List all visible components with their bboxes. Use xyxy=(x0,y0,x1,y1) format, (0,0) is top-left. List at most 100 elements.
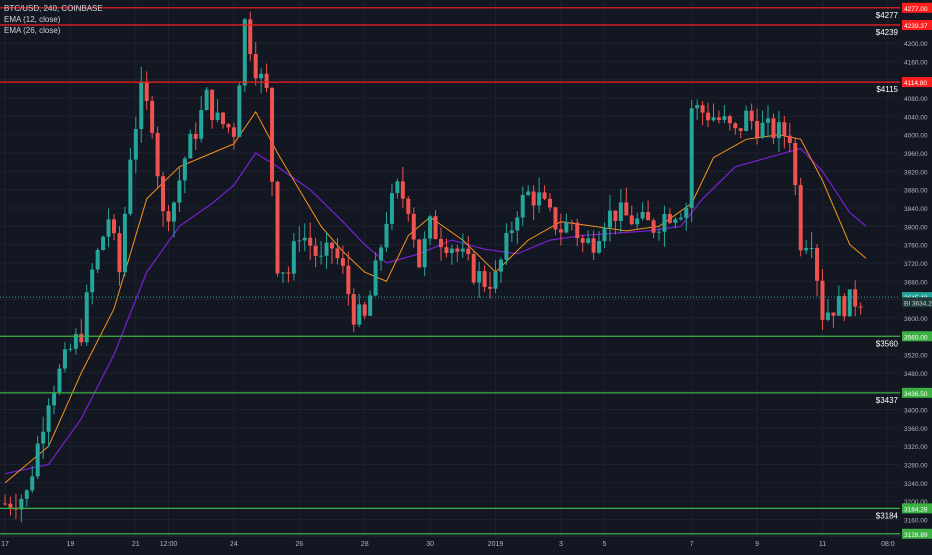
candle-body xyxy=(466,248,471,255)
candle-body xyxy=(477,271,482,283)
candle-body xyxy=(210,89,215,121)
y-tick-label: 3360.00 xyxy=(904,426,928,433)
candle-body xyxy=(744,110,749,131)
candle-body xyxy=(155,132,160,177)
candle-body xyxy=(537,192,542,206)
candle-body xyxy=(161,176,166,212)
grid-lines xyxy=(0,0,900,536)
candle-body xyxy=(193,133,198,139)
candle-body xyxy=(286,272,291,274)
candle-body xyxy=(297,240,302,242)
candle-body xyxy=(280,272,285,274)
candle-body xyxy=(673,219,678,223)
y-tick-label: 3800.00 xyxy=(904,224,928,231)
candle-body xyxy=(171,202,176,222)
x-tick-label: 5 xyxy=(603,541,607,548)
price-axis[interactable]: 3160.00 3200.00 3240.00 3280.00 3320.00 3360.… xyxy=(900,0,932,550)
second-price-tag xyxy=(902,297,932,308)
support-level-side-label: $3184 xyxy=(876,511,899,520)
candle-body xyxy=(488,286,493,289)
price-axis-bg xyxy=(900,0,932,550)
second-price-label: BI 3634.22 xyxy=(904,300,932,307)
candle-body xyxy=(836,296,841,316)
candle-body xyxy=(548,198,552,208)
candle-body xyxy=(242,19,247,86)
candle-body xyxy=(776,122,781,139)
candle-body xyxy=(449,248,454,254)
x-tick-label: 3 xyxy=(559,541,563,548)
candle-body xyxy=(586,238,591,243)
candle-body xyxy=(651,220,656,233)
price-levels: 4277.00 $4277 4239.37 $4239 4114.80 $4115 3560… xyxy=(0,2,932,539)
resistance-level-side-label: $4115 xyxy=(876,85,898,94)
candle-body xyxy=(787,135,792,144)
y-tick-label: 3280.00 xyxy=(904,463,928,470)
candle-body xyxy=(330,242,334,249)
y-tick-label: 3400.00 xyxy=(904,408,928,415)
ema-fast-legend[interactable]: EMA (12, close) xyxy=(4,15,61,24)
candle-body xyxy=(57,368,62,393)
candles xyxy=(3,11,863,523)
candle-body xyxy=(678,217,683,220)
candle-body xyxy=(597,241,602,253)
candle-body xyxy=(221,112,225,125)
candle-body xyxy=(815,247,820,281)
resistance-level-tag-label: 4114.80 xyxy=(904,80,927,87)
y-tick-label: 3520.00 xyxy=(904,353,928,360)
support-level-side-label: $3560 xyxy=(876,339,899,348)
support-level-tag-label: 3560.00 xyxy=(904,334,928,341)
candle-body xyxy=(667,214,672,223)
resistance-level-tag-label: 4277.00 xyxy=(904,6,928,13)
candle-body xyxy=(24,490,29,499)
x-tick-label: 7 xyxy=(690,541,694,548)
y-tick-label: 3240.00 xyxy=(904,481,928,488)
candle-body xyxy=(847,289,852,317)
candle-body xyxy=(84,292,89,343)
candle-body xyxy=(166,211,171,222)
candle-body xyxy=(825,312,830,320)
candle-body xyxy=(804,248,809,251)
x-tick-label: 12:00 xyxy=(160,541,178,548)
candle-body xyxy=(237,85,242,137)
candle-body xyxy=(613,210,618,221)
candle-body xyxy=(417,239,422,268)
x-tick-label: 21 xyxy=(132,541,140,548)
candle-body xyxy=(526,191,531,195)
x-tick-label: 17 xyxy=(1,541,9,548)
candle-body xyxy=(90,269,95,293)
candle-body xyxy=(400,181,405,199)
candle-body xyxy=(379,247,384,261)
candle-body xyxy=(35,443,40,477)
support-level-tag xyxy=(902,528,932,539)
candle-body xyxy=(144,81,149,101)
y-tick-label: 3760.00 xyxy=(904,243,928,250)
candle-body xyxy=(635,218,640,225)
support-level-tag-label: 3184.28 xyxy=(904,506,928,513)
candle-body xyxy=(733,123,738,129)
candle-body xyxy=(150,100,155,133)
y-tick-label: 3160.00 xyxy=(904,518,928,525)
candle-body xyxy=(226,124,231,128)
candle-body xyxy=(727,116,732,124)
candle-body xyxy=(444,247,449,254)
candle-body xyxy=(308,237,313,246)
y-tick-label: 3840.00 xyxy=(904,206,928,213)
candle-body xyxy=(684,207,689,218)
candle-body xyxy=(253,54,258,79)
candle-body xyxy=(302,237,307,241)
candle-body xyxy=(553,207,558,230)
candle-body xyxy=(199,110,204,139)
candle-body xyxy=(439,239,443,248)
candle-body xyxy=(646,211,651,221)
y-tick-label: 4000.00 xyxy=(904,133,928,140)
candle-body xyxy=(504,233,509,260)
y-tick-label: 3320.00 xyxy=(904,444,928,451)
time-axis[interactable]: 17 19 21 12:00 24 26 28 30 2019 3 5 7 9 11 08:0 xyxy=(0,535,932,550)
ema-slow-legend[interactable]: EMA (26, close) xyxy=(4,26,61,35)
candle-body xyxy=(275,181,280,274)
candle-body xyxy=(520,194,525,218)
candle-body xyxy=(722,116,727,120)
x-tick-label: 30 xyxy=(426,541,434,548)
candle-body xyxy=(248,19,253,55)
